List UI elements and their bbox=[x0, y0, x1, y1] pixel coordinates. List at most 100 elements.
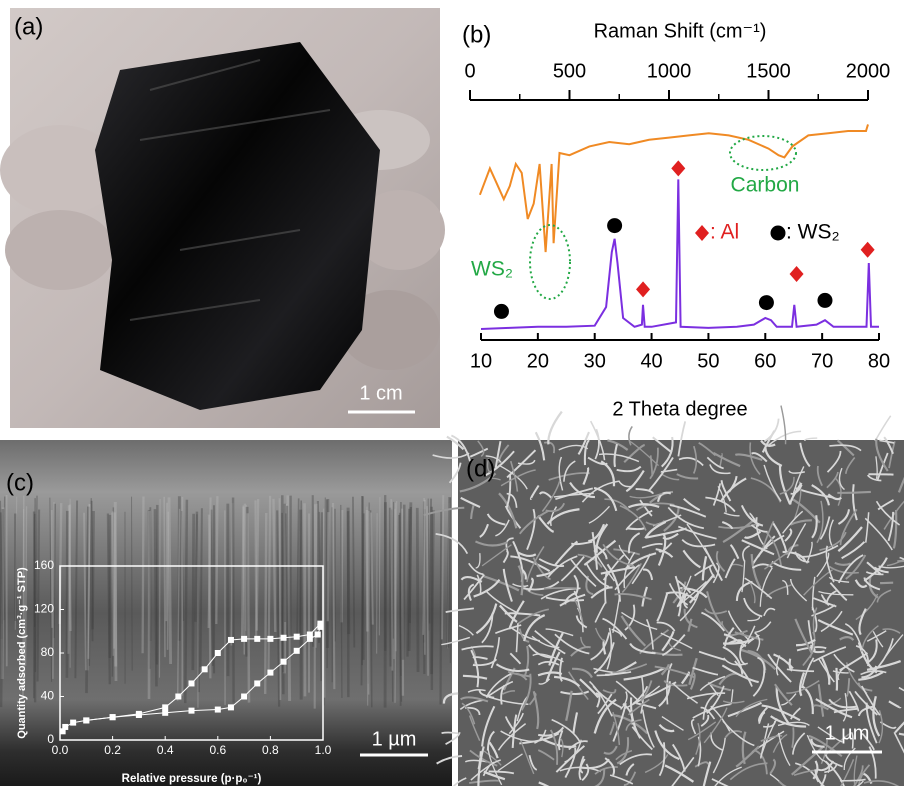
marker bbox=[175, 694, 181, 700]
x2-tick-label: 500 bbox=[553, 60, 586, 82]
y-tick-label: 80 bbox=[41, 645, 55, 659]
marker bbox=[254, 680, 260, 686]
texture bbox=[195, 512, 196, 622]
texture bbox=[132, 497, 133, 671]
marker bbox=[136, 711, 142, 717]
texture bbox=[155, 509, 157, 686]
marker bbox=[671, 160, 685, 176]
marker bbox=[62, 724, 68, 730]
texture bbox=[185, 500, 187, 703]
marker bbox=[162, 704, 168, 710]
texture bbox=[93, 511, 94, 629]
marker bbox=[759, 295, 774, 310]
annotation-ring bbox=[530, 225, 570, 299]
spectrum-line bbox=[481, 179, 879, 329]
texture bbox=[362, 496, 363, 660]
annotation-ring bbox=[730, 136, 796, 170]
marker bbox=[70, 720, 76, 726]
marker bbox=[254, 636, 260, 642]
texture bbox=[321, 512, 322, 634]
marker bbox=[315, 632, 321, 638]
texture bbox=[201, 508, 202, 667]
marker bbox=[110, 714, 116, 720]
texture bbox=[417, 508, 418, 672]
marker bbox=[162, 710, 168, 716]
texture bbox=[410, 507, 411, 623]
annotation: WS₂ bbox=[471, 258, 513, 281]
panel-label: (b) bbox=[462, 21, 491, 48]
texture bbox=[448, 497, 450, 648]
marker bbox=[861, 242, 875, 258]
texture bbox=[442, 733, 459, 734]
texture bbox=[248, 513, 249, 702]
marker bbox=[494, 304, 509, 319]
marker bbox=[294, 634, 300, 640]
y-tick-label: 40 bbox=[41, 689, 55, 703]
scale-bar-label: 1 µm bbox=[372, 728, 417, 750]
marker bbox=[215, 707, 221, 713]
texture bbox=[159, 499, 160, 678]
marker bbox=[228, 704, 234, 710]
panel-label: (a) bbox=[14, 13, 43, 40]
texture bbox=[394, 509, 395, 659]
x-tick-label: 60 bbox=[754, 350, 776, 372]
texture bbox=[169, 497, 171, 664]
legend-label: : WS₂ bbox=[786, 221, 840, 244]
marker bbox=[189, 680, 195, 686]
x-tick-label: 20 bbox=[527, 350, 549, 372]
x-tick-label: 70 bbox=[811, 350, 833, 372]
x-tick-label: 0.0 bbox=[52, 743, 69, 757]
annotation: Carbon bbox=[731, 174, 800, 197]
marker bbox=[317, 621, 323, 627]
texture bbox=[395, 503, 396, 651]
texture bbox=[548, 412, 562, 445]
x-tick-label: 30 bbox=[584, 350, 606, 372]
x2-tick-label: 1000 bbox=[647, 60, 692, 82]
marker bbox=[202, 666, 208, 672]
legend-label: : Al bbox=[710, 221, 739, 244]
x-tick-label: 10 bbox=[470, 350, 492, 372]
scale-bar-label: 1 µm bbox=[825, 722, 870, 744]
x-axis-title: Relative pressure (p·p₀⁻¹) bbox=[122, 773, 262, 785]
texture bbox=[424, 498, 425, 655]
texture bbox=[367, 507, 368, 706]
legend-marker bbox=[771, 226, 786, 241]
figure: 1 cm (a) (b) 1 µm (c) 1 µm (d) 0 500 1000 1… bbox=[0, 0, 904, 786]
texture bbox=[193, 514, 194, 670]
texture bbox=[544, 588, 577, 589]
x-tick-label: 1.0 bbox=[315, 743, 332, 757]
texture bbox=[328, 512, 329, 621]
y-tick-label: 120 bbox=[34, 602, 54, 616]
x2-tick-label: 0 bbox=[464, 60, 475, 82]
texture bbox=[427, 506, 428, 676]
marker bbox=[790, 266, 804, 282]
marker bbox=[281, 635, 287, 641]
texture bbox=[441, 510, 442, 705]
texture bbox=[257, 499, 258, 630]
x-tick-label: 0.6 bbox=[209, 743, 226, 757]
marker bbox=[267, 670, 273, 676]
texture bbox=[316, 504, 317, 648]
scale-bar-label: 1 cm bbox=[359, 382, 402, 404]
x2-tick-label: 2000 bbox=[846, 60, 891, 82]
sem-d: 1 µm (d) bbox=[424, 406, 904, 786]
panel-label: (c) bbox=[6, 469, 34, 496]
texture bbox=[781, 406, 786, 445]
texture bbox=[324, 509, 325, 698]
x-tick-label: 0.2 bbox=[104, 743, 121, 757]
texture bbox=[143, 496, 144, 653]
texture bbox=[391, 499, 392, 670]
marker bbox=[294, 648, 300, 654]
sem-c: 1 µm (c) bbox=[0, 440, 452, 786]
x-axis-title: 2 Theta degree bbox=[612, 398, 747, 420]
marker bbox=[267, 636, 273, 642]
x-tick-label: 0.8 bbox=[262, 743, 279, 757]
marker bbox=[241, 694, 247, 700]
x-tick-label: 40 bbox=[640, 350, 662, 372]
texture bbox=[216, 496, 217, 624]
y-tick-label: 160 bbox=[34, 558, 54, 572]
marker bbox=[83, 717, 89, 723]
marker bbox=[636, 281, 650, 297]
marker bbox=[607, 218, 622, 233]
x-tick-label: 50 bbox=[697, 350, 719, 372]
